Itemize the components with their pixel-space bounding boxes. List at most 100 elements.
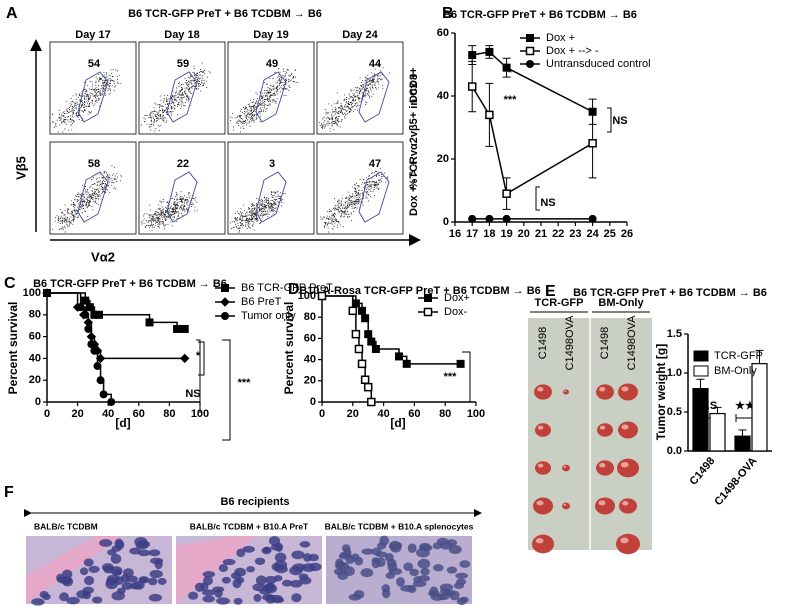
chart-title: B6 TCR-GFP PreT + B6 TCDBM → B6 [573, 287, 767, 299]
crypt [88, 565, 100, 573]
crypt [419, 544, 433, 552]
crypt [59, 592, 69, 602]
y-tick-label: 0.5 [667, 406, 682, 418]
tumor-highlight [599, 463, 606, 468]
y-tick-label: 40 [29, 352, 41, 364]
tumor [534, 384, 552, 400]
gate-percent: 3 [269, 158, 275, 170]
flow-plot [227, 141, 315, 235]
point [467, 82, 477, 91]
crypt [376, 542, 387, 550]
annotation: NS [612, 115, 627, 127]
crypt [150, 557, 164, 565]
crypt [407, 543, 417, 554]
crypt [448, 544, 462, 555]
tumor-highlight [537, 463, 544, 468]
y-axis-label: Percent survival [6, 302, 20, 395]
legend-label: Tumor only [241, 310, 296, 322]
legend-marker [423, 307, 433, 317]
tumor-highlight [598, 500, 606, 506]
crypt [121, 581, 133, 590]
x-tick-label: C1498-OVA [712, 455, 759, 508]
crypt [381, 584, 391, 593]
legend-marker [525, 46, 535, 56]
point [81, 310, 90, 319]
flow-gate [77, 71, 109, 123]
y-tick-label: 100 [298, 290, 316, 302]
crypt [83, 558, 94, 567]
point [173, 324, 182, 333]
histology-label: BALB/c TCDBM + B10.A splenocytes [325, 521, 474, 531]
column-label: C1498 [537, 327, 549, 359]
flow-events [230, 68, 299, 133]
crypt [79, 567, 89, 576]
crypt [214, 589, 223, 598]
y-tick-label: 1.0 [667, 367, 682, 379]
crypt [112, 569, 123, 576]
crypt [131, 581, 145, 590]
series-line [471, 86, 593, 195]
crypt [430, 593, 445, 601]
crypt [409, 568, 419, 577]
legend-swatch [693, 365, 709, 377]
crypt [337, 570, 349, 580]
y-tick-label: 0 [443, 216, 449, 228]
crypt [353, 589, 365, 599]
point [90, 346, 99, 355]
legend-marker [221, 284, 229, 292]
crypt [114, 538, 124, 549]
crypt [31, 598, 45, 606]
point [76, 303, 85, 312]
point [84, 324, 93, 333]
significance-bracket [462, 351, 471, 403]
group-label: BM-Only [598, 297, 644, 309]
crypt [308, 553, 319, 562]
bar [692, 388, 709, 452]
crypt [114, 576, 124, 585]
y-axis-label: %TCRvα2vβ5+ in CD8+ [408, 67, 420, 188]
crypt [420, 568, 430, 576]
legend-marker [526, 60, 534, 68]
flow-gate [255, 71, 287, 123]
point [179, 353, 190, 364]
legend-marker [221, 312, 229, 320]
point [96, 376, 105, 385]
tumor-highlight [621, 386, 629, 392]
tumor-highlight [622, 501, 629, 506]
tumor-highlight [620, 537, 629, 544]
error-bar [738, 429, 747, 437]
crypt [116, 587, 126, 595]
point [364, 330, 373, 339]
legend-swatch [693, 350, 709, 362]
survival-curve [47, 292, 185, 330]
point [402, 359, 411, 368]
flow-events [52, 69, 121, 133]
tumor [597, 423, 613, 437]
column-label: C1498OVA [626, 315, 638, 370]
crypt [412, 580, 427, 588]
significance-bracket [535, 107, 612, 211]
crypt [439, 583, 454, 592]
group-label: TCR-GFP [535, 297, 584, 309]
flow-events [320, 167, 389, 233]
crypt [134, 536, 148, 547]
point [485, 47, 494, 56]
y-tick-label: 40 [437, 90, 449, 102]
tumor [595, 497, 615, 515]
crypt [56, 576, 70, 584]
bar [709, 412, 726, 452]
crypt [202, 571, 216, 578]
point [502, 189, 511, 198]
column-label: C1498OVA [564, 315, 576, 370]
crypt [274, 552, 287, 563]
point [367, 337, 376, 346]
point [485, 110, 494, 120]
crypt [147, 577, 158, 586]
error-bar [713, 406, 722, 414]
point [95, 310, 104, 319]
day-label: Day 24 [342, 29, 378, 41]
legend-label: Dox+ [444, 292, 470, 304]
y-tick-label: 20 [304, 375, 316, 387]
survival-curve [322, 295, 461, 365]
point [360, 375, 370, 384]
